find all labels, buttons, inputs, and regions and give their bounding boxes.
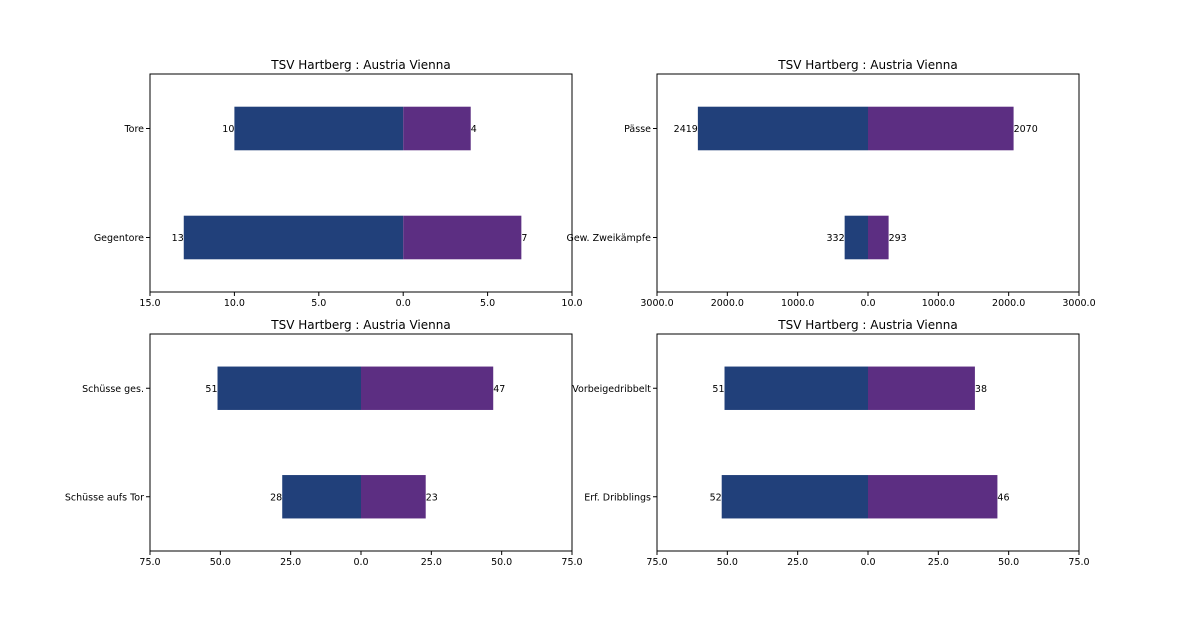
chart-title: TSV Hartberg : Austria Vienna <box>777 58 957 72</box>
bar-away-1 <box>361 366 494 410</box>
x-tick-label: 50.0 <box>491 557 512 568</box>
bar-home-1 <box>217 366 361 410</box>
x-tick-label: 3000.0 <box>1062 298 1095 309</box>
axes-frame <box>149 73 573 293</box>
x-tick-label: 0.0 <box>860 557 875 568</box>
x-tick-label: 0.0 <box>353 557 368 568</box>
x-tick-label: 2000.0 <box>711 298 744 309</box>
bar-away-2 <box>868 215 889 260</box>
value-label-away: 293 <box>889 233 907 244</box>
x-tick-label: 25.0 <box>787 557 808 568</box>
chart-title: TSV Hartberg : Austria Vienna <box>777 318 957 332</box>
chart-panel-4: 51 38 Vorbeigedribbelt 52 46 Erf. Dribblings 7… <box>572 318 1089 568</box>
category-label: Gew. Zweikämpfe <box>566 233 651 244</box>
x-tick-label: 25.0 <box>280 557 301 568</box>
chart-panel-2: 2419 2070 Pässe 332 293 Gew. Zweikämpfe 3000.0… <box>566 58 1095 309</box>
category-label: Schüsse ges. <box>82 384 144 395</box>
x-tick-label: 10.0 <box>224 298 245 309</box>
x-tick-label: 10.0 <box>561 298 582 309</box>
value-label-home: 51 <box>205 384 217 395</box>
value-label-home: 13 <box>172 233 184 244</box>
value-label-home: 52 <box>710 492 722 503</box>
x-tick-label: 75.0 <box>646 557 667 568</box>
value-label-home: 28 <box>270 492 282 503</box>
bar-away-2 <box>868 475 998 519</box>
value-label-away: 23 <box>426 492 438 503</box>
value-label-home: 2419 <box>674 124 698 135</box>
bar-away-1 <box>868 366 975 410</box>
x-tick-label: 2000.0 <box>992 298 1025 309</box>
x-tick-label: 50.0 <box>717 557 738 568</box>
value-label-away: 2070 <box>1014 124 1038 135</box>
value-label-home: 332 <box>827 233 845 244</box>
x-tick-label: 75.0 <box>561 557 582 568</box>
category-label: Gegentore <box>94 233 144 244</box>
value-label-home: 51 <box>712 384 724 395</box>
bar-away-1 <box>403 106 471 151</box>
bar-away-2 <box>403 215 522 260</box>
x-tick-label: 75.0 <box>1068 557 1089 568</box>
bar-home-2 <box>844 215 868 260</box>
chart-title: TSV Hartberg : Austria Vienna <box>270 58 450 72</box>
x-tick-label: 5.0 <box>311 298 326 309</box>
x-tick-label: 1000.0 <box>922 298 955 309</box>
chart-title: TSV Hartberg : Austria Vienna <box>270 318 450 332</box>
category-label: Tore <box>123 124 144 135</box>
x-tick-label: 1000.0 <box>781 298 814 309</box>
x-tick-label: 50.0 <box>210 557 231 568</box>
x-tick-label: 3000.0 <box>640 298 673 309</box>
chart-panel-1: 10 4 Tore 13 7 Gegentore 15.0 10.0 5.0 0.0 5.0 10.0… <box>94 58 583 309</box>
bar-home-2 <box>183 215 404 260</box>
value-label-away: 47 <box>493 384 505 395</box>
x-tick-label: 50.0 <box>998 557 1019 568</box>
bar-home-2 <box>721 475 868 519</box>
category-label: Schüsse aufs Tor <box>65 492 144 503</box>
bar-home-1 <box>724 366 868 410</box>
value-label-away: 38 <box>975 384 987 395</box>
x-tick-label: 15.0 <box>139 298 160 309</box>
category-label: Erf. Dribblings <box>584 492 651 503</box>
value-label-away: 7 <box>521 233 527 244</box>
value-label-away: 46 <box>997 492 1009 503</box>
category-label: Vorbeigedribbelt <box>572 384 651 395</box>
bar-away-1 <box>868 106 1014 151</box>
value-label-home: 10 <box>222 124 234 135</box>
bar-home-1 <box>234 106 404 151</box>
x-tick-label: 0.0 <box>396 298 411 309</box>
x-tick-label: 25.0 <box>928 557 949 568</box>
category-label: Pässe <box>624 124 651 135</box>
bar-home-1 <box>697 106 868 151</box>
bar-home-2 <box>282 475 361 519</box>
bar-away-2 <box>361 475 426 519</box>
x-tick-label: 25.0 <box>421 557 442 568</box>
x-tick-label: 0.0 <box>860 298 875 309</box>
chart-panel-3: 51 47 Schüsse ges. 28 23 Schüsse aufs Tor 75.0… <box>65 318 583 568</box>
x-tick-label: 5.0 <box>480 298 495 309</box>
x-tick-label: 75.0 <box>139 557 160 568</box>
value-label-away: 4 <box>471 124 477 135</box>
